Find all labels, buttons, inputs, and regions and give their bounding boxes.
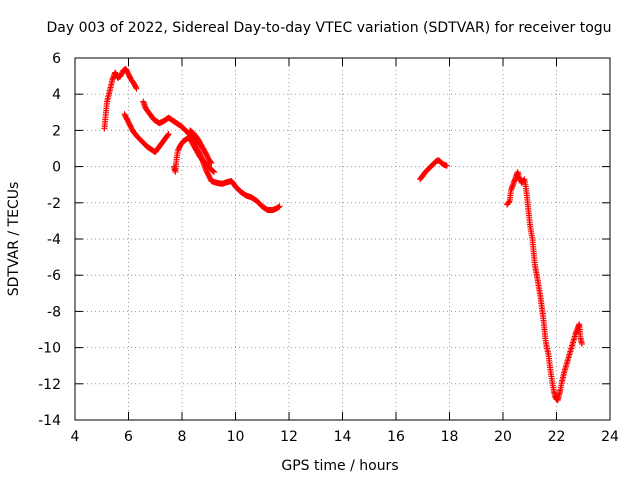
y-tick-label: 2 xyxy=(52,123,61,139)
x-tick-label: 12 xyxy=(280,429,298,445)
x-tick-label: 20 xyxy=(494,429,512,445)
y-tick-label: -2 xyxy=(47,196,61,212)
data-point xyxy=(165,131,172,138)
x-tick-label: 6 xyxy=(124,429,133,445)
grid xyxy=(75,58,610,420)
data-point xyxy=(443,162,450,169)
y-tick-label: -6 xyxy=(47,268,61,284)
data-point xyxy=(520,177,527,184)
data-point xyxy=(506,198,513,205)
data-point xyxy=(211,169,218,176)
x-tick-label: 14 xyxy=(334,429,352,445)
data-points xyxy=(101,65,585,404)
y-tick-label: 6 xyxy=(52,51,61,67)
data-point xyxy=(132,84,139,91)
y-tick-label: -4 xyxy=(47,232,61,248)
data-point xyxy=(208,159,215,166)
y-axis-label: SDTVAR / TECUs xyxy=(6,182,22,297)
x-tick-label: 16 xyxy=(387,429,405,445)
y-tick-label: 4 xyxy=(52,87,61,103)
x-tick-label: 8 xyxy=(178,429,187,445)
x-tick-label: 18 xyxy=(441,429,459,445)
data-point xyxy=(276,203,283,210)
chart-title: Day 003 of 2022, Sidereal Day-to-day VTE… xyxy=(46,20,611,36)
data-point xyxy=(207,159,214,166)
y-tick-label: -12 xyxy=(38,377,61,393)
data-point xyxy=(210,168,217,175)
y-tick-label: -10 xyxy=(38,341,61,357)
x-tick-label: 24 xyxy=(601,429,619,445)
y-tick-label: -8 xyxy=(47,304,61,320)
x-axis-label: GPS time / hours xyxy=(281,458,398,474)
data-point xyxy=(209,167,216,174)
x-tick-label: 22 xyxy=(548,429,566,445)
y-tick-label: -14 xyxy=(38,413,61,429)
y-tick-label: 0 xyxy=(52,160,61,176)
x-tick-label: 4 xyxy=(71,429,80,445)
x-tick-label: 10 xyxy=(227,429,245,445)
data-point xyxy=(133,85,140,92)
data-point xyxy=(165,131,172,138)
data-point xyxy=(578,340,585,347)
